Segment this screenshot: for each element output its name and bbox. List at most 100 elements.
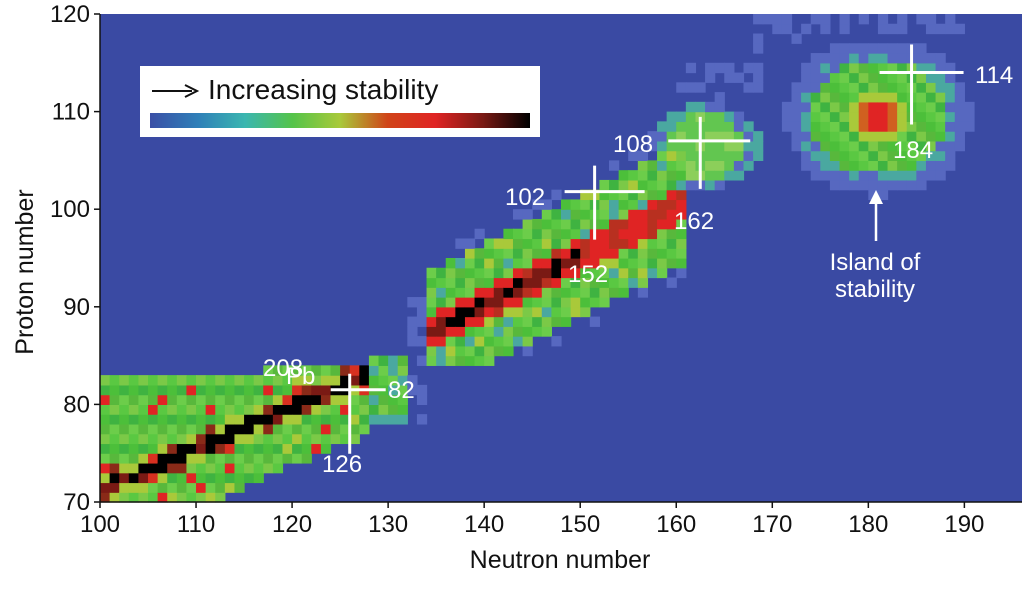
heatmap-cell — [512, 228, 524, 240]
heatmap-cell — [676, 140, 687, 152]
heatmap-cell — [167, 384, 178, 396]
heatmap-cell — [512, 287, 524, 298]
heatmap-cell — [666, 189, 677, 201]
heatmap-cell — [561, 267, 572, 279]
heatmap-cell — [849, 170, 860, 181]
heatmap-cell — [388, 404, 399, 415]
heatmap-cell — [503, 267, 514, 279]
heatmap-cell — [157, 414, 168, 425]
heatmap-cell — [541, 248, 552, 259]
heatmap-cell — [282, 433, 293, 445]
heatmap-cell — [224, 423, 236, 435]
heatmap-cell — [772, 23, 783, 35]
heatmap-cell — [224, 443, 236, 454]
magic-114-label: 114 — [975, 62, 1013, 89]
heatmap-cell — [311, 423, 322, 435]
heatmap-cell — [945, 82, 956, 93]
heatmap-cell — [945, 14, 956, 25]
heatmap-cell — [522, 316, 533, 327]
heatmap-cell — [609, 218, 620, 230]
heatmap-cell — [628, 267, 639, 279]
heatmap-cell — [109, 472, 120, 484]
heatmap-cell — [887, 72, 898, 83]
heatmap-cell — [196, 482, 207, 493]
heatmap-cell — [186, 423, 197, 435]
heatmap-cell — [503, 258, 514, 269]
heatmap-cell — [954, 111, 965, 122]
heatmap-cell — [945, 72, 956, 83]
heatmap-cell — [589, 258, 601, 269]
heatmap-cell — [829, 131, 841, 142]
heatmap-cell — [561, 306, 572, 318]
heatmap-cell — [522, 238, 533, 249]
heatmap-cell — [176, 423, 188, 435]
heatmap-cell — [484, 248, 495, 259]
heatmap-cell — [541, 218, 552, 230]
heatmap-cell — [138, 453, 149, 464]
heatmap-cell — [935, 140, 946, 152]
x-tick-label: 100 — [80, 511, 120, 538]
heatmap-cell — [820, 160, 831, 171]
y-tick-label: 80 — [63, 391, 90, 418]
heatmap-cell — [637, 277, 649, 288]
heatmap-cell — [705, 160, 716, 171]
heatmap-cell — [551, 336, 562, 347]
heatmap-cell — [916, 14, 927, 25]
heatmap-cell — [464, 238, 476, 249]
heatmap-cell — [714, 131, 725, 142]
heatmap-cell — [128, 433, 140, 445]
heatmap-cell — [647, 228, 658, 240]
heatmap-cell — [234, 384, 245, 396]
heatmap-cell — [685, 121, 697, 132]
heatmap-cell — [148, 443, 159, 454]
heatmap-cell — [791, 131, 802, 142]
heatmap-cell — [849, 111, 860, 122]
heatmap-cell — [426, 287, 437, 298]
heatmap-cell — [186, 404, 197, 415]
heatmap-cell — [637, 199, 649, 210]
heatmap-cell — [676, 131, 687, 142]
heatmap-cell — [647, 209, 658, 220]
heatmap-cell — [589, 287, 601, 298]
heatmap-cell — [128, 492, 140, 503]
heatmap-cell — [839, 92, 850, 103]
heatmap-cell — [493, 267, 504, 279]
heatmap-cell — [100, 414, 111, 425]
heatmap-cell — [522, 267, 533, 279]
heatmap-cell — [340, 433, 351, 445]
heatmap-cell — [119, 394, 130, 405]
heatmap-cell — [599, 258, 610, 269]
heatmap-cell — [272, 462, 284, 474]
heatmap-cell — [570, 306, 581, 318]
heatmap-cell — [743, 62, 754, 74]
heatmap-cell — [647, 131, 658, 142]
heatmap-cell — [916, 170, 927, 181]
heatmap-cell — [484, 306, 495, 318]
heatmap-cell — [167, 492, 178, 503]
heatmap-cell — [753, 150, 764, 161]
heatmap-cell — [849, 72, 860, 83]
heatmap-cell — [445, 345, 456, 357]
heatmap-cell — [340, 375, 351, 386]
heatmap-cell — [753, 43, 764, 54]
heatmap-cell — [292, 433, 303, 445]
heatmap-cell — [320, 365, 332, 376]
heatmap-cell — [119, 384, 130, 396]
heatmap-cell — [580, 258, 591, 269]
heatmap-cell — [503, 316, 514, 327]
heatmap-cell — [282, 375, 293, 386]
heatmap-cell — [858, 101, 869, 113]
heatmap-cell — [503, 238, 514, 249]
heatmap-cell — [320, 443, 332, 454]
heatmap-cell — [858, 150, 869, 161]
heatmap-cell — [801, 72, 812, 83]
heatmap-cell — [100, 472, 111, 484]
heatmap-cell — [282, 453, 293, 464]
heatmap-cell — [541, 267, 552, 279]
heatmap-cell — [436, 277, 447, 288]
heatmap-cell — [119, 433, 130, 445]
heatmap-cell — [849, 82, 860, 93]
heatmap-cell — [887, 131, 898, 142]
heatmap-cell — [897, 101, 908, 113]
heatmap-cell — [733, 170, 745, 181]
